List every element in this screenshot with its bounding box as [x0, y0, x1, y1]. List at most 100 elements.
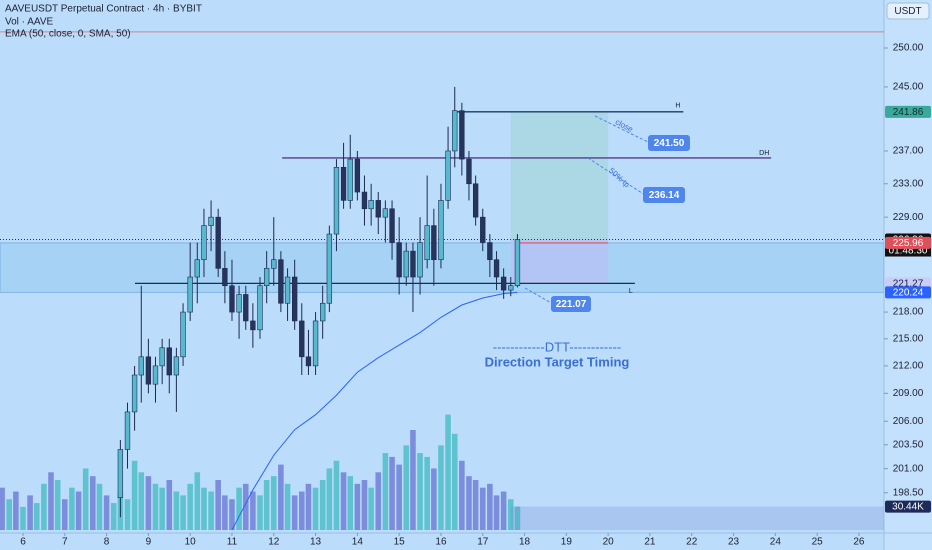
candle-body	[278, 259, 284, 304]
volume-bar	[368, 487, 374, 530]
volume-bar	[145, 476, 152, 530]
candle-body	[305, 356, 312, 367]
y-tick-label: 245.00	[893, 82, 924, 93]
candle-body	[417, 242, 423, 278]
x-tick-label: 7	[62, 537, 68, 548]
volume-bar	[410, 430, 416, 530]
volume-bar	[242, 483, 249, 530]
volume-bar	[194, 472, 201, 530]
candle-body	[410, 250, 416, 278]
candle-body	[493, 259, 500, 278]
x-tick-label: 26	[853, 537, 865, 548]
low-label: 221.07	[556, 299, 587, 310]
dh-label: DH	[759, 150, 769, 157]
volume-bar	[312, 487, 319, 530]
volume-bar	[479, 487, 486, 530]
volume-bar	[124, 499, 131, 530]
candle-body	[229, 285, 235, 313]
candle-body	[166, 347, 172, 376]
x-tick-label: 24	[770, 537, 782, 548]
l-label: L	[629, 288, 633, 295]
volume-label-box	[885, 500, 931, 513]
volume-bar	[500, 491, 507, 530]
candle-body	[236, 294, 242, 313]
label-box	[648, 135, 690, 151]
y-tick-label: 218.00	[893, 307, 924, 318]
volume-bar	[90, 476, 96, 530]
candle-body	[333, 166, 340, 235]
y-tick-label: 250.00	[893, 43, 924, 54]
volume-bar	[514, 506, 521, 530]
label-box	[551, 296, 591, 312]
candle-body	[514, 239, 521, 287]
volume-bar	[438, 445, 444, 530]
price-label: 220.24	[893, 288, 924, 299]
x-tick-label: 21	[644, 537, 656, 548]
volume-bar	[298, 491, 305, 530]
connector	[587, 157, 646, 196]
x-tick-label: 23	[728, 537, 740, 548]
volume-bar	[208, 491, 214, 530]
candle-body	[159, 347, 165, 367]
candle-body	[340, 166, 347, 201]
volume-bar	[347, 476, 354, 530]
countdown-box	[885, 245, 931, 257]
y-tick-label: 203.50	[893, 439, 924, 450]
volume-bar	[48, 472, 54, 530]
candle-body	[466, 158, 472, 185]
candle-body	[312, 320, 319, 367]
y-tick-label: 233.00	[893, 178, 924, 189]
x-tick-label: 6	[20, 537, 26, 548]
volume-bar	[278, 464, 284, 530]
candle-body	[431, 225, 437, 261]
y-tick-label: 201.00	[893, 463, 924, 474]
volume-bar	[263, 480, 270, 530]
candle-body	[375, 200, 381, 218]
volume-bar	[27, 495, 33, 530]
x-tick-label: 9	[146, 537, 152, 548]
ema-title: EMA (50, close, 0, SMA, 50)	[5, 29, 131, 40]
price-label: 225.96	[893, 238, 924, 249]
currency-box[interactable]	[886, 2, 930, 20]
currency[interactable]: USDT	[894, 6, 921, 17]
overlay: 241.50 236.14 221.07 close 50% tp ------…	[5, 2, 930, 369]
candle-body	[145, 356, 152, 385]
volume-bar	[54, 480, 61, 530]
volume-bar	[13, 491, 19, 530]
volume-bar	[250, 491, 256, 530]
x-tick-label: 15	[394, 537, 406, 548]
volume-bar	[69, 487, 75, 530]
candle-body	[480, 216, 486, 243]
candle-body	[243, 294, 249, 322]
candle-body	[438, 200, 444, 261]
candle-body	[263, 268, 270, 287]
volume-bar	[389, 456, 395, 530]
volume-bar	[403, 445, 410, 530]
volume-bar	[236, 487, 242, 530]
y-tick-label: 229.00	[893, 212, 924, 223]
volume-bar	[284, 483, 291, 530]
x-tick-label: 10	[185, 537, 197, 548]
candle-body	[508, 285, 514, 291]
volume-bar	[152, 483, 159, 530]
candle-body	[222, 268, 228, 287]
candle-body	[215, 216, 221, 269]
candle-body	[250, 320, 256, 331]
candle-body	[117, 449, 124, 498]
candle-body	[152, 365, 159, 385]
volume-bar	[173, 491, 180, 530]
volume-bar	[472, 480, 479, 530]
candle-body	[487, 242, 493, 261]
volume-bar	[215, 480, 221, 530]
x-tick-label: 17	[477, 537, 489, 548]
price-pane: H DH L	[0, 31, 884, 531]
x-tick-label: 14	[352, 537, 364, 548]
candle-body	[271, 259, 277, 269]
volume-bar	[166, 480, 173, 530]
mid-label: 236.14	[649, 190, 680, 201]
volume-bar	[459, 460, 465, 530]
volume-bar	[451, 433, 458, 530]
volume-band	[510, 506, 884, 530]
volume-bar	[466, 476, 472, 530]
candle-body	[320, 302, 326, 322]
